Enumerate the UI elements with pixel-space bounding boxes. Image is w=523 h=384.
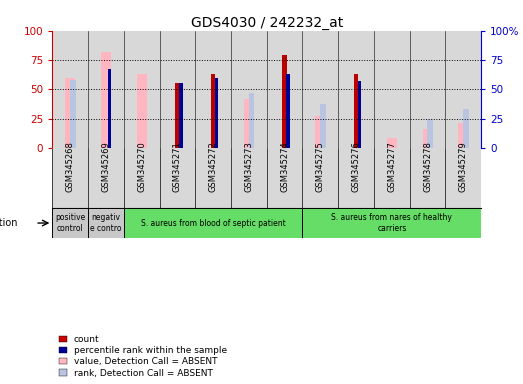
Bar <box>101 52 111 148</box>
Bar <box>88 31 124 148</box>
Bar <box>315 116 325 148</box>
Bar <box>231 148 267 208</box>
Bar <box>282 55 287 148</box>
Bar <box>338 148 374 208</box>
Bar <box>52 148 88 208</box>
Text: negativ
e contro: negativ e contro <box>90 214 122 233</box>
Bar <box>267 148 302 208</box>
Bar <box>446 148 481 208</box>
Bar <box>427 119 433 148</box>
Bar <box>175 83 180 148</box>
Bar <box>195 148 231 208</box>
Bar <box>338 31 374 148</box>
Bar <box>287 74 290 148</box>
Bar <box>410 31 446 148</box>
Bar <box>137 74 146 148</box>
Bar <box>195 31 231 148</box>
Bar <box>244 99 254 148</box>
Bar <box>52 208 88 238</box>
Bar <box>374 31 410 148</box>
Bar <box>358 81 361 148</box>
Bar <box>458 123 468 148</box>
Bar <box>215 78 219 148</box>
Bar <box>211 74 215 148</box>
Bar <box>410 148 446 208</box>
Bar <box>302 31 338 148</box>
Bar <box>124 31 160 148</box>
Bar <box>302 208 481 238</box>
Bar <box>374 148 410 208</box>
Bar <box>124 208 302 238</box>
Bar <box>88 208 124 238</box>
Bar <box>463 109 469 148</box>
Bar <box>160 148 195 208</box>
Text: positive
control: positive control <box>55 214 85 233</box>
Bar <box>65 78 75 148</box>
Bar <box>267 31 302 148</box>
Bar <box>423 129 433 148</box>
Bar <box>88 148 124 208</box>
Bar <box>302 148 338 208</box>
Text: S. aureus from nares of healthy
carriers: S. aureus from nares of healthy carriers <box>332 214 452 233</box>
Bar <box>320 104 326 148</box>
Legend: count, percentile rank within the sample, value, Detection Call = ABSENT, rank, : count, percentile rank within the sample… <box>57 333 229 379</box>
Bar <box>387 138 397 148</box>
Title: GDS4030 / 242232_at: GDS4030 / 242232_at <box>190 16 343 30</box>
Bar <box>52 31 88 148</box>
Bar <box>124 148 160 208</box>
Bar <box>70 80 75 148</box>
Text: S. aureus from blood of septic patient: S. aureus from blood of septic patient <box>141 218 286 228</box>
Text: infection: infection <box>0 218 18 228</box>
Bar <box>160 31 195 148</box>
Bar <box>108 70 111 148</box>
Bar <box>354 74 358 148</box>
Bar <box>179 83 183 148</box>
Bar <box>446 31 481 148</box>
Bar <box>231 31 267 148</box>
Bar <box>248 93 254 148</box>
